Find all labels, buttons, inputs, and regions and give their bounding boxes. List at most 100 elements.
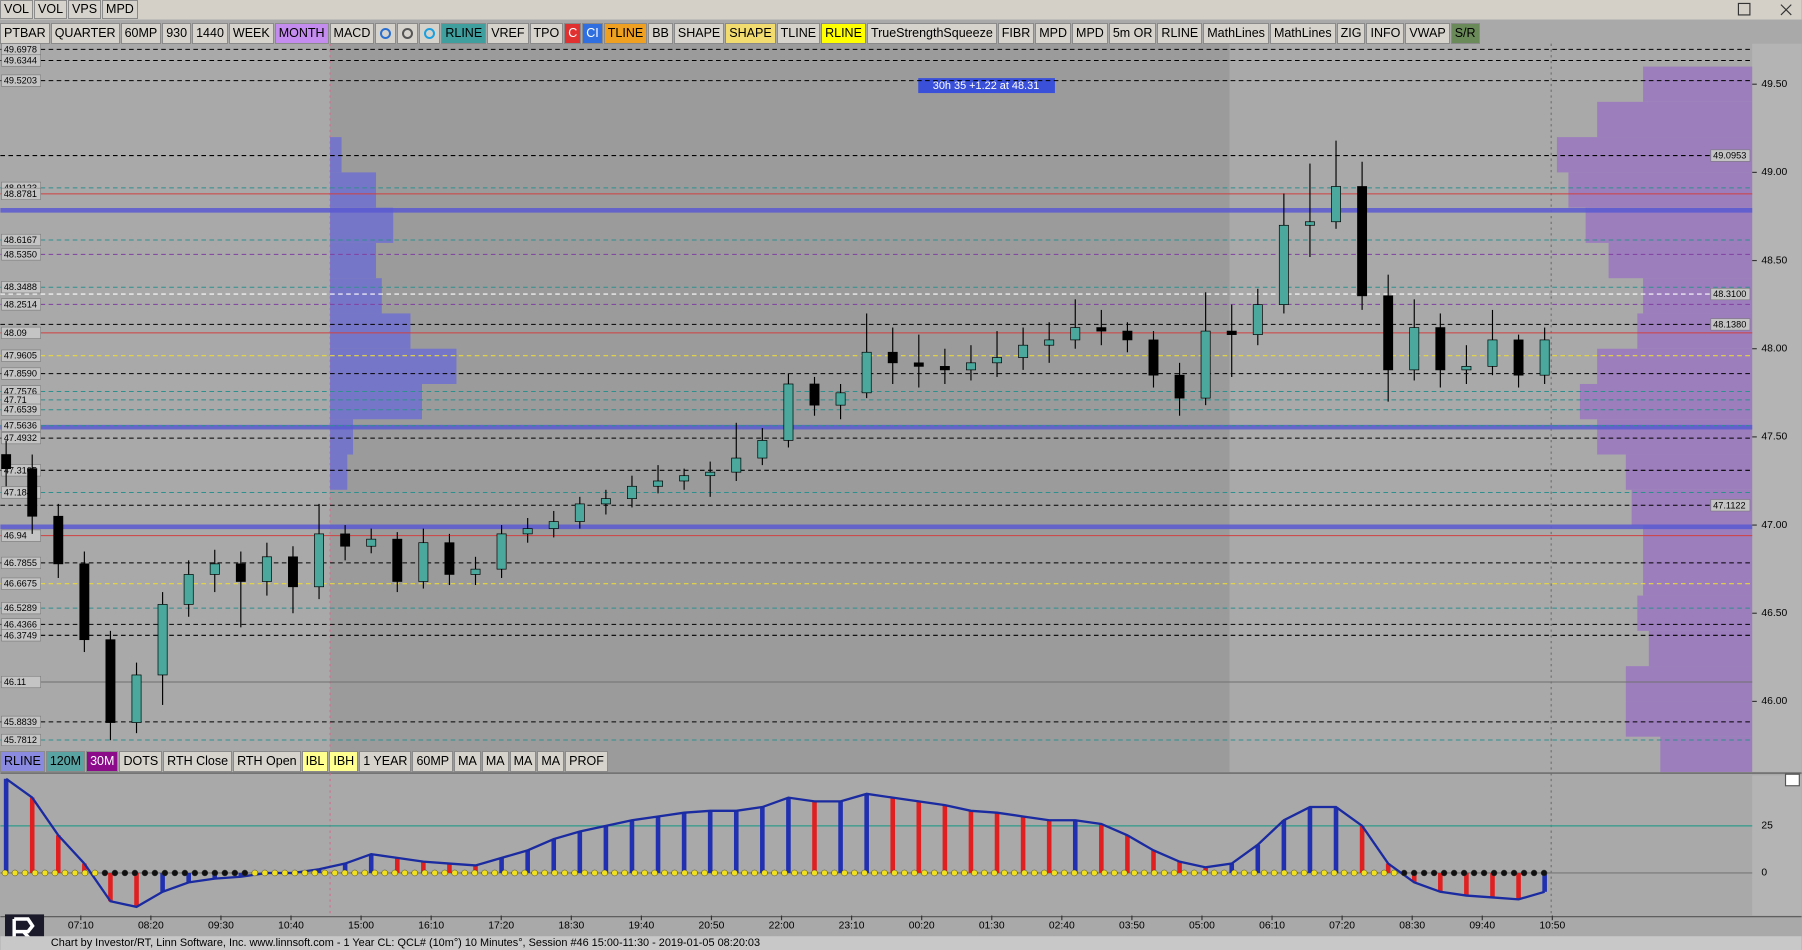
toolbar-button[interactable]: C — [564, 23, 582, 44]
profile-bar — [330, 137, 342, 173]
level-label-box — [1, 556, 41, 569]
tool-icon[interactable] — [419, 23, 441, 44]
menu-item[interactable]: VOL — [0, 0, 34, 19]
toolbar-button[interactable]: DOTS — [119, 751, 163, 772]
toolbar-button[interactable]: IBH — [329, 751, 359, 772]
zero-dot — [1510, 869, 1518, 877]
x-tick-label: 19:40 — [628, 921, 654, 932]
toolbar-button[interactable]: RLINE — [1157, 23, 1203, 44]
candle-body — [783, 383, 794, 441]
osc-bar — [968, 810, 974, 873]
toolbar-button[interactable]: TrueStrengthSqueeze — [866, 23, 997, 44]
toolbar-button[interactable]: 30M — [86, 751, 119, 772]
candle-body — [1070, 327, 1081, 341]
zero-dot — [961, 869, 968, 877]
candle-body — [1409, 327, 1420, 371]
osc-bar — [1281, 820, 1287, 873]
toolbar-button[interactable]: TLINE — [603, 23, 648, 44]
osc-bar — [1229, 863, 1235, 873]
toolbar-button[interactable]: IBL — [301, 751, 329, 772]
zero-dot — [201, 869, 209, 877]
toolbar-button[interactable]: BB — [648, 23, 673, 44]
toolbar-button[interactable]: QUARTER — [50, 23, 120, 44]
tool-icon[interactable] — [375, 23, 397, 44]
menu-item[interactable]: VOL — [34, 0, 68, 19]
toolbar-button[interactable]: MA — [537, 751, 565, 772]
level-label-box — [1, 367, 41, 380]
candle-body — [1044, 339, 1055, 346]
toolbar-button[interactable]: MA — [454, 751, 481, 772]
bottom-toolbar: RLINE 120M 30M DOTS RTH Close RTH Open IBL IBH 1… — [0, 751, 608, 772]
toolbar-button[interactable]: MPD — [1072, 23, 1108, 44]
toolbar-button[interactable]: MathLines — [1269, 23, 1336, 44]
toolbar-button[interactable]: RLINE — [0, 751, 45, 772]
axis-button[interactable] — [1784, 773, 1800, 787]
toolbar-button[interactable]: 1 YEAR — [359, 751, 412, 772]
zero-dot — [111, 869, 119, 877]
level-label: 46.7855 — [4, 558, 37, 568]
window-close[interactable] — [1780, 4, 1792, 16]
osc-bar — [1020, 816, 1026, 873]
toolbar-button[interactable]: PROF — [565, 751, 608, 772]
toolbar-button[interactable]: MA — [481, 751, 509, 772]
menu-item[interactable]: VPS — [68, 0, 102, 19]
candle-body — [627, 485, 637, 499]
x-tick-label: 03:50 — [1119, 921, 1145, 932]
toolbar-button[interactable]: PTBAR — [0, 23, 50, 44]
level-label-box — [1, 715, 41, 728]
toolbar-button[interactable]: 60MP — [412, 751, 454, 772]
toolbar-button[interactable]: MPD — [1035, 23, 1072, 44]
zero-dot — [281, 869, 289, 877]
zero-dot — [631, 869, 638, 877]
toolbar-button[interactable]: S/R — [1450, 23, 1480, 44]
level-label: 49.5203 — [4, 76, 37, 86]
osc-bar — [421, 861, 426, 873]
level-label: 46.94 — [4, 531, 27, 541]
toolbar-button[interactable]: MA — [509, 751, 537, 772]
toolbar-button[interactable]: SHAPE — [673, 23, 725, 44]
level-label: 46.6675 — [4, 579, 37, 589]
toolbar-button[interactable]: MACD — [329, 23, 375, 44]
osc-bar — [55, 835, 61, 873]
candle-body — [1, 454, 12, 469]
toolbar-button[interactable]: INFO — [1366, 23, 1405, 44]
candle-body — [1383, 295, 1394, 371]
menu-item[interactable]: MPD — [102, 0, 138, 19]
osc-bar — [29, 797, 35, 873]
osc-bar — [864, 793, 869, 873]
toolbar-button[interactable]: SHAPE — [725, 23, 776, 44]
toolbar-button[interactable]: 1440 — [192, 23, 228, 44]
toolbar-button[interactable]: RLINE — [441, 23, 487, 44]
zero-dot — [1071, 869, 1078, 877]
toolbar-button[interactable]: RTH Close — [163, 751, 233, 772]
level-label-box — [1, 74, 41, 87]
toolbar-button[interactable]: VREF — [487, 23, 529, 44]
toolbar-button[interactable]: TLINE — [776, 23, 821, 44]
osc-bar — [394, 857, 400, 873]
zero-dot — [551, 869, 558, 877]
toolbar-button[interactable]: 120M — [45, 751, 86, 772]
toolbar-button[interactable]: FIBR — [997, 23, 1035, 44]
toolbar-button[interactable]: TPO — [529, 23, 564, 44]
zero-dot — [601, 869, 608, 877]
window-restore[interactable] — [1737, 2, 1751, 16]
toolbar-button[interactable]: ZIG — [1336, 23, 1366, 44]
zero-dot — [191, 869, 199, 877]
zero-dot — [801, 869, 808, 877]
toolbar-button[interactable]: 930 — [162, 23, 192, 44]
toolbar-button[interactable]: WEEK — [228, 23, 274, 44]
toolbar-button[interactable]: MONTH — [274, 23, 329, 44]
toolbar-button[interactable]: 5m OR — [1108, 23, 1157, 44]
candle-body — [105, 639, 116, 723]
toolbar-button[interactable]: RTH Open — [233, 751, 301, 772]
level-label: 46.4366 — [4, 619, 37, 629]
x-tick-label: 01:30 — [979, 921, 1005, 932]
toolbar-button[interactable]: 60MP — [120, 23, 162, 44]
zero-dot — [421, 869, 428, 877]
zero-dot — [591, 869, 598, 877]
toolbar-button[interactable]: CI — [582, 23, 603, 44]
toolbar-button[interactable]: VWAP — [1405, 23, 1450, 44]
toolbar-button[interactable]: RLINE — [821, 23, 866, 44]
toolbar-button[interactable]: MathLines — [1203, 23, 1269, 44]
tool-icon[interactable] — [397, 23, 419, 44]
